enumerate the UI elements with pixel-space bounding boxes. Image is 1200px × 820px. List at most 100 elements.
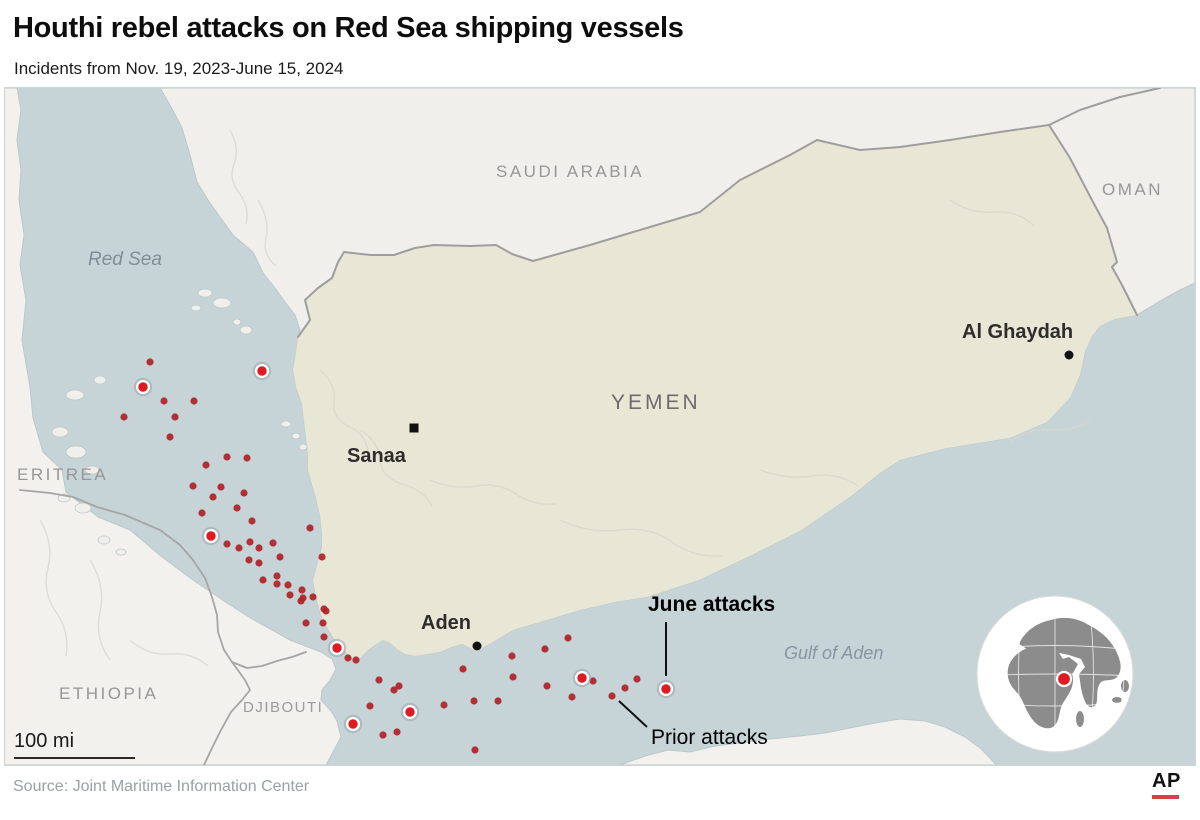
prior-attack-dot [440, 701, 448, 709]
prior-attack-dot [190, 397, 198, 405]
prior-attack-dot [494, 697, 502, 705]
prior-attack-dot [297, 597, 305, 605]
prior-attack-dot [508, 652, 516, 660]
source-credit: Source: Joint Maritime Information Cente… [13, 778, 310, 795]
prior-attack-dot [273, 580, 281, 588]
annotation-june-attacks: June attacks [648, 593, 776, 616]
prior-attack-dot [255, 544, 263, 552]
label-city-aden: Aden [421, 612, 471, 634]
prior-attack-dot [459, 665, 467, 673]
prior-attack-dot [633, 675, 641, 683]
prior-attack-dot [286, 591, 294, 599]
ap-logo: AP [1152, 770, 1182, 799]
city-marker-dot [472, 641, 482, 651]
country-borders [297, 88, 1161, 338]
prior-attack-dot [471, 746, 479, 754]
terrain-texture [39, 129, 1091, 667]
prior-attack-dot [366, 702, 374, 710]
ap-logo-text: AP [1152, 770, 1181, 792]
prior-attack-dot [284, 581, 292, 589]
june-attack-dot [206, 531, 216, 541]
africa-borders [19, 489, 307, 765]
prior-attack-dot [589, 677, 597, 685]
prior-attack-dot [246, 538, 254, 546]
label-saudi-arabia: SAUDI ARABIA [496, 162, 645, 181]
prior-attack-dot [470, 697, 478, 705]
prior-attack-dot [393, 728, 401, 736]
prior-attack-dot [302, 619, 310, 627]
prior-attack-dot [146, 358, 154, 366]
page-title: Houthi rebel attacks on Red Sea shipping… [13, 12, 684, 44]
ap-logo-red-bar [1152, 795, 1179, 799]
prior-attack-dot [209, 493, 217, 501]
prior-attack-dot [395, 682, 403, 690]
prior-attack-dot [306, 524, 314, 532]
prior-attack-dot [223, 540, 231, 548]
june-attack-dot [138, 382, 148, 392]
scale-bar-line [14, 757, 135, 759]
prior-attack-dot [322, 607, 330, 615]
islands [51, 288, 308, 556]
june-attack-dots-layer [133, 361, 676, 734]
label-djibouti: DJIBOUTI [243, 699, 324, 716]
scale-bar-label: 100 mi [14, 730, 75, 752]
main-map: SAUDI ARABIA OMAN YEMEN ERITREA ETHIOPIA… [4, 87, 1196, 766]
prior-attack-dot [255, 559, 263, 567]
june-attack-dot [405, 707, 415, 717]
prior-attack-dot [233, 504, 241, 512]
june-attack-dot [348, 719, 358, 729]
yemen-country [293, 125, 1137, 661]
africa-landmass [5, 88, 342, 765]
prior-attack-dot [202, 461, 210, 469]
prior-attack-dot [235, 544, 243, 552]
prior-attack-dot [217, 483, 225, 491]
prior-attack-dot [309, 593, 317, 601]
prior-attack-dot [543, 682, 551, 690]
label-red-sea: Red Sea [88, 249, 162, 270]
border-djibouti-north [231, 651, 307, 669]
globe-highlight-dot [1055, 670, 1073, 688]
prior-attack-dot [352, 656, 360, 664]
prior-attack-dot [379, 731, 387, 739]
label-oman: OMAN [1102, 180, 1163, 199]
prior-attack-dot [276, 553, 284, 561]
prior-attack-dot [608, 692, 616, 700]
prior-attack-dot [509, 673, 517, 681]
prior-attack-dot [390, 686, 398, 694]
prior-attack-dot [259, 576, 267, 584]
prior-attack-dot [319, 619, 327, 627]
page-subtitle: Incidents from Nov. 19, 2023-June 15, 20… [14, 59, 344, 78]
city-marker-dot [1064, 350, 1074, 360]
locator-globe [976, 595, 1134, 753]
prior-attack-dot [166, 433, 174, 441]
label-ethiopia: ETHIOPIA [59, 684, 159, 703]
prior-attack-dot [243, 454, 251, 462]
prior-attack-dot [248, 517, 256, 525]
annotation-prior-attacks: Prior attacks [651, 726, 768, 749]
prior-attack-dot [318, 553, 326, 561]
june-attack-dot [661, 684, 671, 694]
prior-attack-dot [568, 693, 576, 701]
label-city-al-ghaydah: Al Ghaydah [962, 321, 1074, 343]
border-eritrea-ethiopia [19, 489, 233, 663]
prior-attack-dot [621, 684, 629, 692]
june-attack-dot [577, 673, 587, 683]
label-gulf-of-aden: Gulf of Aden [784, 643, 884, 663]
prior-attack-dot [375, 676, 383, 684]
prior-attack-dot [298, 586, 306, 594]
prior-attack-dot [198, 509, 206, 517]
prior-attack-dot [160, 397, 168, 405]
globe-continents [1007, 617, 1129, 729]
basemap-svg [5, 88, 1195, 765]
prior-attack-dot [240, 489, 248, 497]
prior-attack-dot [189, 482, 197, 490]
june-attack-dot [257, 366, 267, 376]
prior-attack-dot [564, 634, 572, 642]
prior-attack-dot [541, 645, 549, 653]
label-city-sanaa: Sanaa [347, 445, 406, 467]
prior-attack-dot [245, 556, 253, 564]
somalia-coast [619, 718, 997, 765]
city-markers-layer [409, 350, 1074, 651]
label-eritrea: ERITREA [17, 465, 109, 484]
